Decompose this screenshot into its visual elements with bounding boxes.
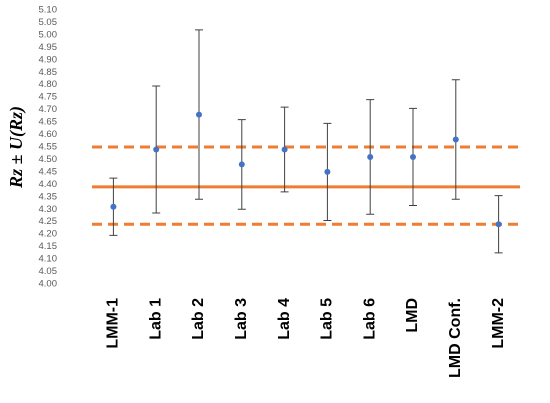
point bbox=[196, 111, 202, 118]
point bbox=[153, 146, 160, 153]
y-tick-label: 4.90 bbox=[39, 54, 58, 65]
point bbox=[110, 203, 117, 210]
point bbox=[452, 136, 459, 143]
x-tick-label: Lab 5 bbox=[319, 298, 336, 340]
x-tick-label: Lab 1 bbox=[147, 298, 164, 340]
y-axis-label: Rz ± U(Rz) bbox=[6, 106, 27, 189]
y-tick-label: 4.85 bbox=[39, 67, 58, 78]
x-tick-label: LMD Conf. bbox=[447, 298, 464, 378]
x-tick-label: LMD bbox=[404, 298, 421, 333]
x-tick-label: LMM-1 bbox=[105, 298, 122, 349]
y-tick-label: 4.15 bbox=[39, 241, 58, 252]
y-tick-label: 4.05 bbox=[39, 266, 58, 277]
y-tick-label: 4.65 bbox=[39, 117, 58, 128]
x-tick-label: Lab 2 bbox=[190, 298, 207, 340]
y-tick-label: 4.80 bbox=[39, 79, 58, 90]
y-tick-label: 5.00 bbox=[39, 29, 58, 40]
y-tick-label: 4.25 bbox=[39, 216, 58, 227]
point bbox=[495, 221, 502, 228]
y-tick-label: 4.10 bbox=[39, 254, 58, 265]
x-tick-label: Lab 6 bbox=[361, 298, 378, 340]
point bbox=[281, 146, 288, 153]
y-tick-label: 4.70 bbox=[39, 104, 58, 115]
y-tick-label: 4.20 bbox=[39, 229, 58, 240]
y-tick-label: 5.05 bbox=[39, 17, 58, 28]
y-tick-label: 4.00 bbox=[39, 279, 58, 290]
y-tick-label: 4.45 bbox=[39, 166, 58, 177]
point bbox=[238, 161, 245, 168]
y-tick-label: 4.50 bbox=[39, 154, 58, 165]
point bbox=[410, 153, 416, 160]
x-tick-label: LMM-2 bbox=[490, 298, 507, 349]
y-tick-label: 4.75 bbox=[39, 92, 58, 103]
x-tick-label: Lab 4 bbox=[276, 298, 293, 340]
y-tick-label: 4.40 bbox=[39, 179, 58, 190]
x-tick-label: Lab 3 bbox=[233, 298, 250, 340]
point bbox=[324, 168, 331, 175]
y-tick-label: 4.95 bbox=[39, 42, 58, 53]
y-tick-label: 5.10 bbox=[39, 5, 58, 16]
y-tick-label: 4.55 bbox=[39, 142, 58, 153]
point bbox=[367, 153, 374, 160]
y-tick-label: 4.60 bbox=[39, 129, 58, 140]
y-tick-label: 4.35 bbox=[39, 191, 58, 202]
y-tick-label: 4.30 bbox=[39, 204, 58, 215]
